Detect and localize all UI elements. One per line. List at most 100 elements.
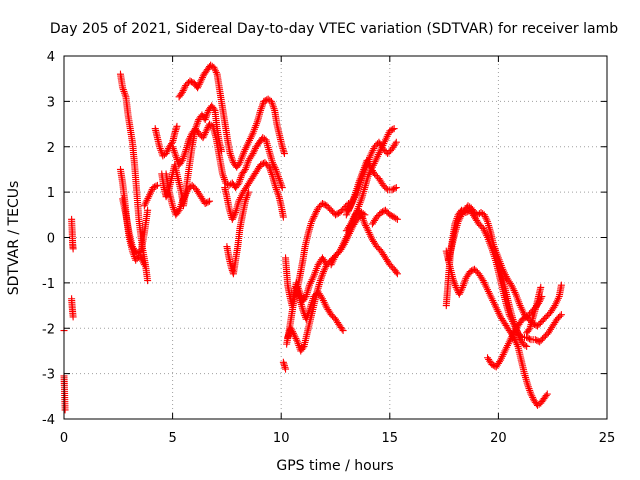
data-point — [230, 212, 238, 220]
data-point — [278, 184, 286, 192]
data-point — [536, 319, 544, 327]
data-point — [132, 256, 140, 264]
data-point — [320, 266, 328, 274]
y-tick-label: 3 — [47, 95, 55, 110]
data-point — [391, 184, 399, 192]
data-point — [201, 199, 209, 207]
data-point — [312, 207, 320, 215]
data-point — [458, 285, 466, 293]
x-axis: 0 5 10 15 20 25 — [60, 56, 615, 446]
data-point — [542, 313, 550, 321]
data-point — [195, 80, 203, 88]
data-point — [472, 267, 480, 275]
data-point — [152, 182, 160, 190]
data-point — [476, 221, 484, 229]
data-point — [329, 312, 337, 320]
data-point — [373, 213, 381, 221]
data-point — [543, 390, 551, 398]
data-point — [234, 181, 242, 189]
data-point — [392, 268, 400, 276]
data-point — [386, 127, 394, 135]
data-point — [531, 336, 539, 344]
data-point — [309, 214, 317, 222]
data-point — [261, 159, 269, 167]
data-point — [554, 314, 562, 322]
data-point — [556, 312, 564, 320]
data-point — [61, 406, 69, 414]
data-point — [471, 265, 479, 273]
data-point — [329, 208, 337, 216]
data-point — [483, 216, 491, 224]
data-point — [245, 188, 253, 196]
data-point — [386, 211, 394, 219]
data-point — [482, 214, 490, 222]
data-point — [323, 202, 331, 210]
data-point — [287, 324, 295, 332]
data-point — [455, 216, 463, 224]
data-point — [374, 244, 382, 252]
data-point — [164, 146, 172, 154]
x-tick-label: 15 — [382, 431, 399, 446]
data-point — [162, 150, 170, 158]
data-point — [520, 311, 528, 319]
data-point — [384, 150, 392, 158]
data-point — [363, 225, 371, 233]
x-tick-label: 20 — [490, 431, 507, 446]
data-point — [151, 183, 158, 191]
data-point — [557, 311, 565, 319]
data-point — [180, 85, 188, 93]
data-point — [202, 127, 210, 135]
data-point — [251, 146, 259, 154]
chart-title: Day 205 of 2021, Sidereal Day-to-day VTE… — [50, 21, 618, 37]
data-point — [316, 202, 324, 210]
data-point — [269, 160, 277, 168]
data-point — [381, 183, 389, 191]
data-point — [259, 159, 267, 167]
data-point — [250, 148, 258, 156]
data-point — [201, 130, 209, 138]
data-point — [553, 315, 561, 323]
data-point — [333, 250, 341, 258]
data-point — [153, 181, 161, 189]
data-point — [557, 281, 565, 289]
x-tick-label: 5 — [168, 431, 176, 446]
data-point — [210, 105, 218, 113]
data-point — [293, 336, 301, 344]
data-point — [522, 312, 530, 320]
data-point — [544, 311, 552, 319]
data-point — [212, 68, 220, 76]
data-point — [346, 222, 354, 230]
data-point — [532, 321, 540, 329]
data-point — [332, 211, 339, 219]
data-point — [179, 87, 187, 95]
data-point — [133, 249, 141, 257]
data-point — [362, 222, 370, 230]
data-point — [480, 211, 488, 219]
data-point — [385, 148, 393, 156]
data-point — [184, 186, 192, 194]
data-point — [197, 77, 205, 85]
data-point — [308, 216, 316, 224]
data-point — [144, 206, 152, 214]
y-tick-label: 1 — [47, 186, 55, 201]
data-point — [455, 290, 463, 298]
data-point — [481, 213, 489, 221]
data-point — [322, 262, 330, 270]
data-point — [228, 215, 236, 223]
data-point — [187, 133, 195, 141]
data-point — [336, 209, 344, 217]
data-point — [301, 294, 309, 302]
data-point — [387, 126, 395, 134]
data-point — [339, 327, 347, 335]
data-point — [280, 150, 288, 158]
data-point — [506, 279, 514, 287]
data-point — [231, 210, 239, 218]
data-point — [377, 209, 385, 217]
data-point — [537, 336, 545, 344]
data-point — [149, 184, 157, 192]
y-tick-label: 2 — [47, 141, 55, 156]
data-point — [182, 81, 190, 89]
data-point — [362, 223, 370, 231]
data-point — [270, 162, 278, 170]
data-point — [372, 171, 380, 179]
